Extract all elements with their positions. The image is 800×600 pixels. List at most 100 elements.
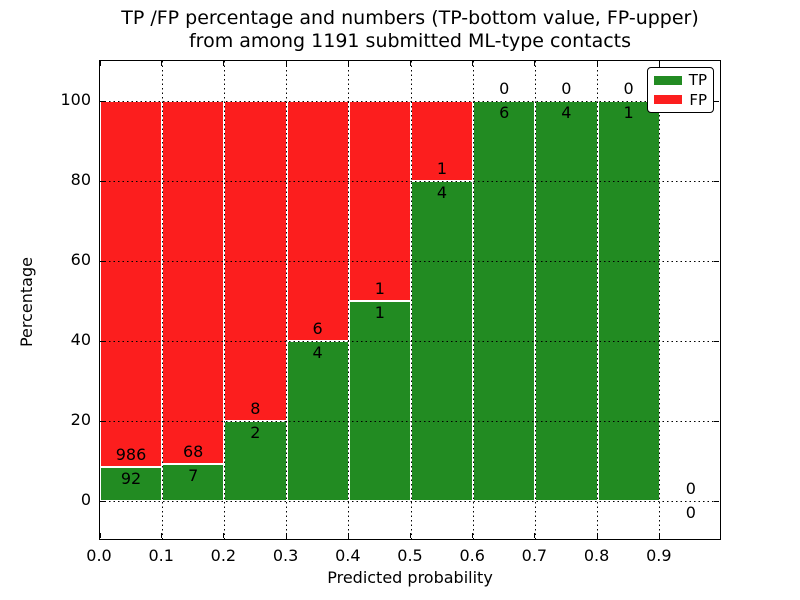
fp-count-label: 0 — [623, 79, 634, 98]
tp-bar-segment — [473, 101, 536, 501]
fp-count-label: 0 — [561, 79, 572, 98]
x-tick-mark — [100, 533, 101, 538]
fp-count-label: 6 — [312, 319, 323, 338]
y-tick-mark — [714, 100, 719, 102]
x-tick-label: 0.8 — [583, 546, 610, 565]
x-gridline — [223, 61, 225, 539]
tp-count-label: 92 — [120, 468, 142, 488]
tp-count-label: 4 — [561, 103, 572, 122]
tp-bar-segment — [535, 101, 598, 501]
tp-bar-segment — [597, 101, 660, 501]
plot-area: 986 92 68 7 8 2 6 4 1 1 1 4 0 6 0 4 0 1 0 0 — [99, 60, 721, 540]
tp-legend-swatch — [654, 75, 682, 85]
x-tick-mark — [472, 533, 474, 538]
y-tick-label: 0 — [80, 490, 91, 509]
y-tick-mark — [714, 180, 719, 182]
x-gridline — [472, 61, 474, 539]
tp-count-label: 0 — [685, 503, 696, 522]
x-tick-mark — [285, 61, 287, 66]
x-gridline — [348, 61, 350, 539]
x-tick-label: 0.3 — [272, 546, 299, 565]
y-gridline — [100, 340, 720, 342]
y-tick-label: 60 — [70, 250, 91, 269]
x-tick-mark — [161, 533, 163, 538]
fp-legend-swatch — [654, 95, 682, 105]
x-gridline — [161, 61, 163, 539]
tp-bar-segment — [348, 301, 411, 501]
x-tick-mark — [347, 61, 349, 66]
x-tick-mark — [100, 61, 101, 66]
x-tick-mark — [596, 533, 598, 538]
y-tick-mark — [714, 500, 719, 502]
tp-count-label: 6 — [499, 103, 510, 122]
y-tick-mark — [100, 260, 105, 262]
x-gridline — [286, 61, 288, 539]
x-tick-label: 0.9 — [646, 546, 672, 565]
y-gridline — [100, 500, 720, 502]
legend-label: FP — [689, 90, 707, 109]
x-axis-label: Predicted probability — [327, 568, 493, 587]
x-tick-mark — [161, 61, 163, 66]
y-tick-mark — [100, 100, 105, 102]
fp-bar-segment — [100, 101, 163, 467]
x-tick-mark — [223, 533, 225, 538]
x-tick-mark — [410, 533, 411, 538]
fp-count-label: 0 — [685, 479, 696, 498]
tp-count-label: 1 — [623, 103, 634, 122]
tp-count-label: 2 — [250, 423, 261, 442]
fp-count-label: 1 — [374, 279, 385, 298]
y-gridline — [100, 260, 720, 262]
chart-title-line1: TP /FP percentage and numbers (TP-bottom… — [121, 7, 699, 29]
x-gridline — [534, 61, 536, 539]
fp-count-label: 1 — [436, 159, 448, 178]
x-tick-label: 0.6 — [459, 546, 485, 565]
x-tick-label: 0.5 — [397, 546, 423, 565]
tp-bar-segment — [162, 463, 225, 501]
x-tick-mark — [658, 533, 660, 538]
y-gridline — [100, 100, 720, 102]
y-gridline — [100, 180, 720, 182]
x-tick-label: 0.2 — [210, 546, 237, 565]
legend-label: TP — [688, 71, 707, 90]
x-tick-mark — [472, 61, 474, 66]
x-tick-label: 0.1 — [148, 546, 174, 565]
x-tick-mark — [410, 61, 411, 66]
y-tick-mark — [100, 340, 105, 342]
x-gridline — [597, 61, 599, 539]
y-tick-label: 100 — [60, 90, 91, 109]
y-tick-mark — [714, 420, 719, 422]
legend: TP FP — [647, 67, 714, 113]
fp-count-label: 0 — [499, 79, 510, 98]
x-tick-mark — [285, 533, 287, 538]
tp-count-label: 7 — [188, 465, 199, 485]
x-tick-label: 0.7 — [521, 546, 548, 565]
x-tick-mark — [223, 61, 225, 66]
fp-bar-segment — [286, 101, 349, 341]
y-tick-label: 20 — [70, 410, 91, 429]
y-axis-label: Percentage — [17, 257, 36, 348]
x-gridline — [659, 61, 661, 539]
y-gridline — [100, 420, 720, 422]
chart-title-line2: from among 1191 submitted ML-type contac… — [188, 30, 632, 52]
y-tick-label: 80 — [70, 170, 91, 189]
tp-count-label: 1 — [374, 303, 385, 322]
x-tick-mark — [347, 533, 349, 538]
fp-bar-segment — [162, 101, 225, 464]
fp-count-label: 68 — [183, 441, 204, 461]
legend-item-fp: FP — [654, 91, 707, 109]
tp-count-label: 4 — [436, 183, 448, 202]
x-tick-mark — [596, 61, 598, 66]
fp-bar-segment — [348, 101, 411, 301]
y-tick-mark — [714, 340, 719, 342]
x-tick-mark — [534, 61, 536, 66]
fp-count-label: 986 — [115, 444, 147, 464]
y-tick-mark — [100, 180, 105, 182]
legend-item-tp: TP — [654, 71, 707, 89]
tp-count-label: 4 — [312, 343, 323, 362]
y-tick-mark — [714, 260, 719, 262]
x-tick-mark — [658, 61, 660, 66]
y-tick-mark — [100, 500, 105, 502]
x-tick-label: 0.0 — [86, 546, 112, 565]
fp-count-label: 8 — [250, 399, 261, 418]
